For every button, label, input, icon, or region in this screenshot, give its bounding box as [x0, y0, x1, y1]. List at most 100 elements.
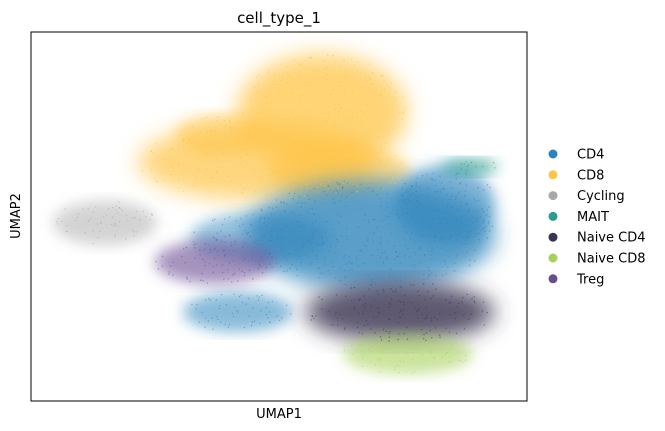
scatter-point — [404, 198, 407, 200]
scatter-point — [284, 210, 287, 213]
scatter-point — [456, 341, 458, 343]
scatter-point — [344, 205, 347, 207]
scatter-point — [269, 107, 271, 109]
scatter-point — [367, 237, 369, 240]
scatter-point — [410, 302, 413, 304]
scatter-point — [451, 295, 453, 297]
scatter-point — [227, 326, 229, 328]
scatter-point — [324, 105, 326, 107]
scatter-point — [380, 188, 383, 190]
scatter-point — [290, 313, 292, 315]
scatter-point — [400, 316, 402, 318]
scatter-point — [384, 218, 387, 220]
scatter-point — [370, 328, 372, 330]
scatter-point — [311, 157, 313, 159]
scatter-point — [388, 223, 391, 225]
scatter-point — [408, 170, 410, 172]
scatter-point — [57, 218, 59, 220]
scatter-point — [414, 240, 416, 243]
scatter-point — [215, 170, 218, 173]
scatter-point — [395, 155, 397, 157]
scatter-point — [326, 54, 329, 56]
scatter-point — [312, 208, 314, 210]
scatter-point — [254, 191, 256, 193]
scatter-point — [358, 312, 360, 314]
scatter-point — [403, 360, 405, 363]
scatter-point — [258, 74, 260, 76]
scatter-point — [446, 222, 449, 224]
scatter-point — [336, 181, 338, 184]
scatter-point — [218, 135, 220, 137]
scatter-point — [411, 372, 414, 374]
scatter-point — [285, 226, 287, 228]
scatter-point — [206, 154, 208, 156]
scatter-point — [308, 175, 310, 177]
scatter-point — [439, 336, 441, 339]
scatter-point — [268, 207, 270, 209]
scatter-point — [273, 83, 276, 85]
scatter-point — [460, 163, 463, 165]
scatter-point — [317, 138, 319, 140]
scatter-point — [356, 184, 358, 187]
scatter-point — [247, 244, 249, 246]
scatter-point — [311, 261, 313, 263]
scatter-point — [236, 165, 238, 168]
scatter-point — [370, 305, 373, 308]
scatter-point — [219, 305, 221, 307]
scatter-point — [434, 235, 436, 238]
scatter-point — [261, 272, 264, 274]
scatter-point — [169, 148, 171, 151]
scatter-point — [324, 232, 327, 234]
scatter-point — [185, 246, 188, 249]
scatter-point — [320, 184, 322, 186]
scatter-point — [364, 303, 366, 305]
scatter-point — [75, 219, 77, 222]
scatter-point — [292, 126, 294, 129]
scatter-point — [309, 263, 312, 265]
scatter-point — [470, 313, 472, 315]
scatter-point — [249, 124, 251, 127]
scatter-point — [407, 191, 409, 193]
scatter-point — [230, 245, 232, 247]
scatter-point — [286, 109, 289, 111]
scatter-point — [172, 170, 175, 172]
scatter-point — [243, 243, 246, 246]
scatter-point — [288, 162, 291, 164]
scatter-point — [291, 221, 293, 223]
scatter-point — [338, 168, 341, 170]
scatter-point — [474, 260, 476, 262]
scatter-point — [369, 76, 371, 78]
scatter-point — [380, 339, 383, 341]
scatter-point — [336, 168, 339, 171]
scatter-point — [378, 162, 380, 164]
scatter-point — [346, 239, 348, 241]
scatter-point — [372, 278, 374, 281]
scatter-point — [335, 312, 337, 314]
scatter-point — [368, 288, 370, 290]
scatter-point — [364, 140, 367, 142]
x-axis-title: UMAP1 — [256, 407, 302, 422]
scatter-point — [385, 124, 387, 126]
scatter-point — [293, 172, 296, 175]
scatter-point — [351, 159, 353, 161]
scatter-point — [277, 235, 279, 237]
scatter-point — [268, 69, 270, 71]
scatter-point — [439, 191, 442, 193]
scatter-point — [224, 235, 226, 238]
scatter-point — [418, 223, 420, 225]
scatter-point — [171, 148, 173, 150]
scatter-point — [353, 308, 355, 311]
scatter-point — [379, 151, 382, 153]
scatter-point — [323, 150, 326, 152]
scatter-point — [415, 190, 418, 193]
cluster-cd8-blob — [175, 115, 265, 155]
scatter-point — [365, 76, 367, 78]
scatter-point — [303, 224, 305, 226]
scatter-point — [319, 217, 321, 219]
scatter-point — [87, 220, 89, 222]
scatter-point — [232, 191, 234, 193]
scatter-point — [466, 251, 468, 254]
scatter-point — [361, 333, 364, 335]
scatter-point — [324, 80, 326, 83]
scatter-point — [395, 250, 397, 253]
